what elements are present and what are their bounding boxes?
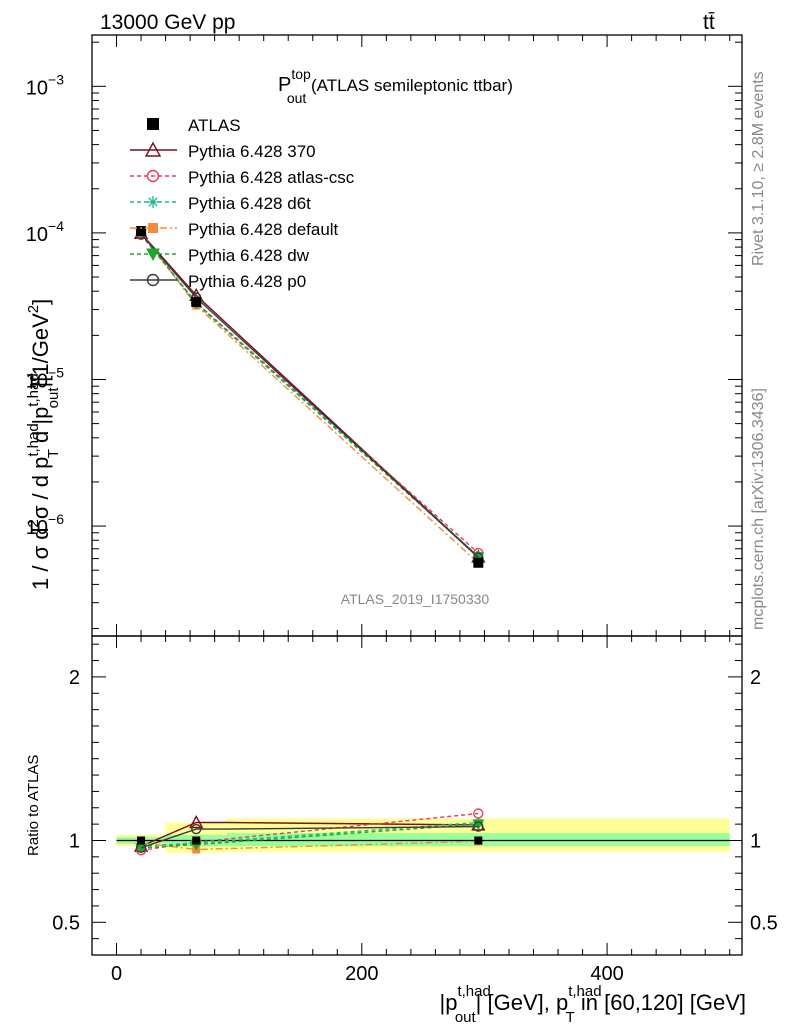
ratio-series-line — [140, 825, 479, 849]
y-tick-label: 10−5 — [26, 364, 64, 392]
marker-data — [191, 296, 202, 307]
x-tick-label: 0 — [111, 963, 122, 985]
ratio-panel: 0 200 400 0.5 0.5 1 1 2 2 — [52, 35, 778, 985]
x-tick-label: 400 — [590, 963, 623, 985]
main-panel: 10−3 10−4 10−5 10−6 — [26, 34, 743, 637]
y-tick-label: 10−3 — [26, 71, 64, 99]
x-axis-label: |pt,had out| [GeV], pt,had T in [60,120] [… — [439, 983, 746, 1024]
y-tick-label: 10−6 — [26, 511, 64, 539]
legend-label: Pythia 6.428 d6t — [188, 194, 311, 213]
marker-triangle-down — [146, 248, 160, 262]
main-y-axis-label: 1 / σ d2σ / d pt,had T d |pt,had out|[1/Ge… — [25, 299, 62, 590]
x-tick-label: 200 — [345, 963, 378, 985]
marker-data — [192, 836, 201, 845]
marker-data — [136, 226, 147, 237]
plot-title: Ptop out (ATLAS semileptonic ttbar) — [278, 66, 513, 106]
marker-data — [147, 118, 159, 130]
legend-label: Pythia 6.428 atlas-csc — [188, 168, 355, 187]
legend-label: Pythia 6.428 dw — [188, 246, 310, 265]
ratio-y-tick-label-right: 2 — [750, 667, 761, 689]
marker-circle — [191, 823, 202, 835]
ratio-y-tick-label-left: 0.5 — [52, 912, 80, 934]
marker-data — [473, 557, 484, 568]
marker-star-stroke — [148, 197, 158, 207]
marker-star — [147, 196, 159, 208]
legend-label: Pythia 6.428 p0 — [188, 272, 306, 291]
rivet-label: Rivet 3.1.10, ≥ 2.8M events — [750, 71, 767, 266]
marker-circle — [473, 821, 484, 832]
legend: ATLAS Pythia 6.428 370 Pythia 6.428 atlas-… — [130, 116, 355, 291]
ratio-frame — [91, 635, 743, 956]
ratio-y-axis-label: Ratio to ATLAS — [25, 755, 42, 856]
ratio-y-tick-label-right: 1 — [750, 830, 761, 852]
legend-label: Pythia 6.428 370 — [188, 142, 316, 161]
analysis-watermark: ATLAS_2019_I1750330 — [341, 591, 490, 607]
ratio-y-tick-label-left: 2 — [69, 667, 80, 689]
mcplots-label: mcplots.cern.ch [arXiv:1306.3436] — [750, 388, 767, 630]
ratio-y-tick-label-left: 1 — [69, 830, 80, 852]
process-label: tt̄ — [703, 11, 715, 34]
marker-triangle — [189, 815, 204, 829]
legend-label: ATLAS — [188, 116, 241, 135]
marker-square — [148, 223, 158, 233]
marker-data — [137, 836, 146, 845]
y-tick-label: 10−4 — [26, 218, 64, 246]
energy-label: 13000 GeV pp — [100, 11, 235, 34]
marker-data — [474, 836, 483, 845]
ratio-y-tick-label-right: 0.5 — [750, 912, 778, 934]
marker-circle — [146, 273, 160, 287]
legend-label: Pythia 6.428 default — [188, 220, 339, 239]
ratio-series-line — [140, 821, 479, 847]
marker-circle — [146, 169, 160, 183]
main-series-line — [140, 233, 479, 558]
marker-triangle — [144, 141, 162, 157]
